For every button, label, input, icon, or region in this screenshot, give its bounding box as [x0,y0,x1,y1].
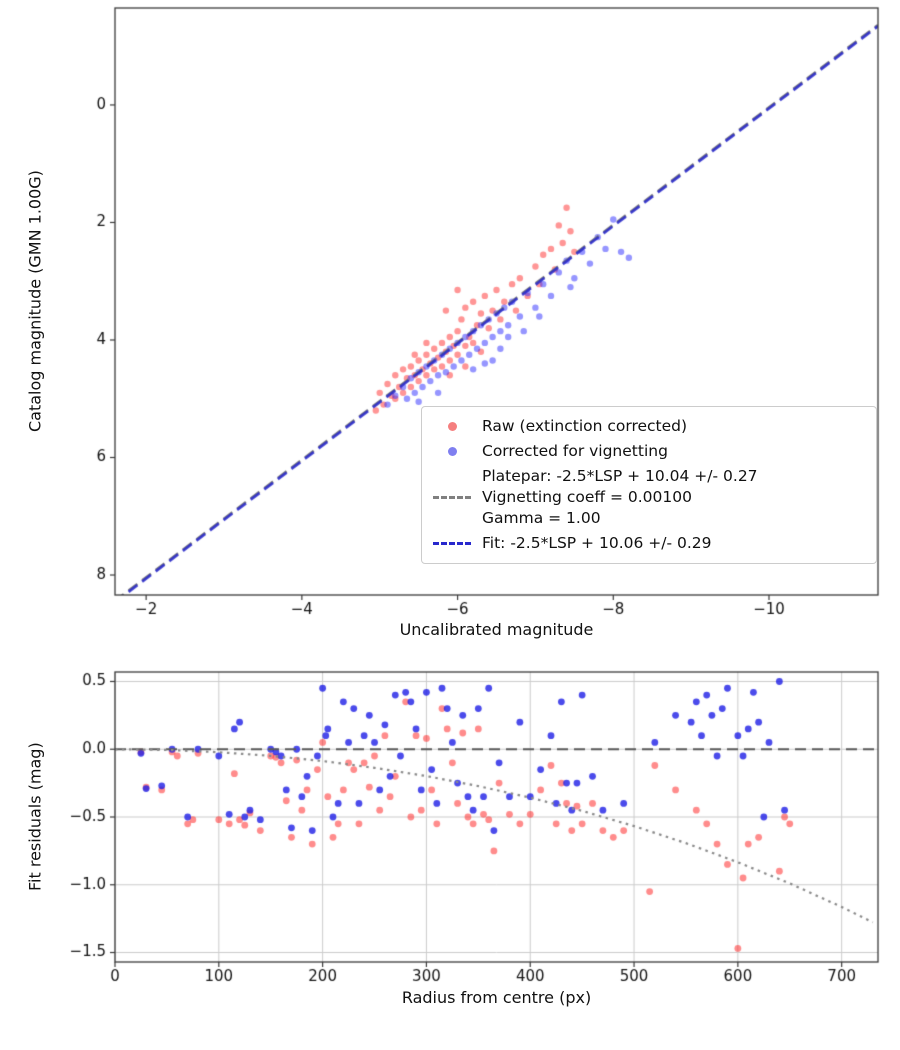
legend-entry-raw: Raw (extinction corrected) [432,414,866,439]
legend-handle [432,422,472,431]
platepar-line-2: Vignetting coeff = 0.00100 [482,488,692,506]
bottom-x-axis-label: Radius from centre (px) [401,988,592,1007]
legend-entry-platepar: Platepar: -2.5*LSP + 10.04 +/- 0.27 Vign… [432,464,866,531]
legend-entry-fit: Fit: -2.5*LSP + 10.06 +/- 0.29 [432,531,866,556]
platepar-line-3: Gamma = 1.00 [482,509,601,527]
top-y-axis-label: Catalog magnitude (GMN 1.00G) [25,170,45,433]
legend-handle [432,496,472,499]
legend-entry-corrected: Corrected for vignetting [432,439,866,464]
red-dot-marker-icon [447,422,457,431]
gray-dashed-line-icon [433,496,471,499]
legend-handle [432,542,472,545]
top-x-axis-label: Uncalibrated magnitude [399,620,594,639]
platepar-line-1: Platepar: -2.5*LSP + 10.04 +/- 0.27 [482,467,758,485]
legend-handle [432,447,472,456]
legend-label-multiline: Platepar: -2.5*LSP + 10.04 +/- 0.27 Vign… [482,466,758,529]
legend-label: Fit: -2.5*LSP + 10.06 +/- 0.29 [482,534,712,552]
bottom-y-axis-label: Fit residuals (mag) [25,742,45,892]
blue-dashed-line-icon [433,542,471,545]
blue-dot-marker-icon [447,447,457,456]
legend-label: Corrected for vignetting [482,442,668,460]
legend-label: Raw (extinction corrected) [482,417,688,435]
legend: Raw (extinction corrected) Corrected for… [421,406,877,564]
